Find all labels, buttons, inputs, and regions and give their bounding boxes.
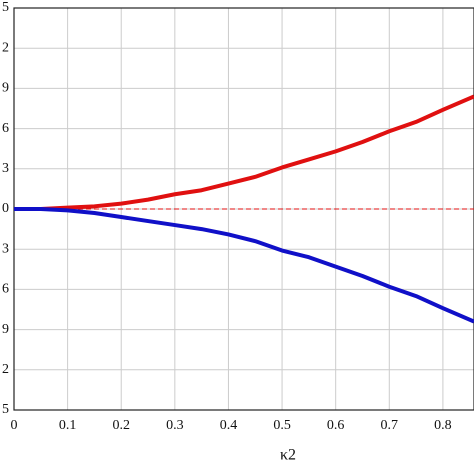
y-tick-label: 2 [2, 362, 9, 377]
y-tick-label: 3 [2, 161, 9, 176]
x-tick-label: 0.7 [381, 418, 399, 433]
y-tick-label: 5 [2, 0, 9, 15]
series-line [14, 207, 474, 324]
y-tick-label: 0 [2, 201, 9, 216]
x-axis-label: κ2 [280, 447, 296, 464]
y-tick-label: 6 [2, 282, 9, 297]
x-tick-label: 0.2 [112, 418, 130, 433]
y-tick-label: 6 [2, 121, 9, 136]
y-tick-label: 2 [2, 40, 9, 55]
y-tick-label: 5 [2, 402, 9, 417]
y-tick-label: 3 [2, 241, 9, 256]
x-tick-label: 0.8 [434, 418, 452, 433]
x-tick-label: 0 [11, 418, 18, 433]
y-tick-label: 9 [2, 322, 9, 337]
x-tick-label: 0.6 [327, 418, 345, 433]
x-tick-label: 0.5 [273, 418, 291, 433]
series-line [14, 94, 474, 211]
x-tick-label: 0.1 [59, 418, 77, 433]
y-tick-label: 9 [2, 81, 9, 96]
x-tick-label: 0.3 [166, 418, 184, 433]
x-tick-label: 0.4 [220, 418, 238, 433]
